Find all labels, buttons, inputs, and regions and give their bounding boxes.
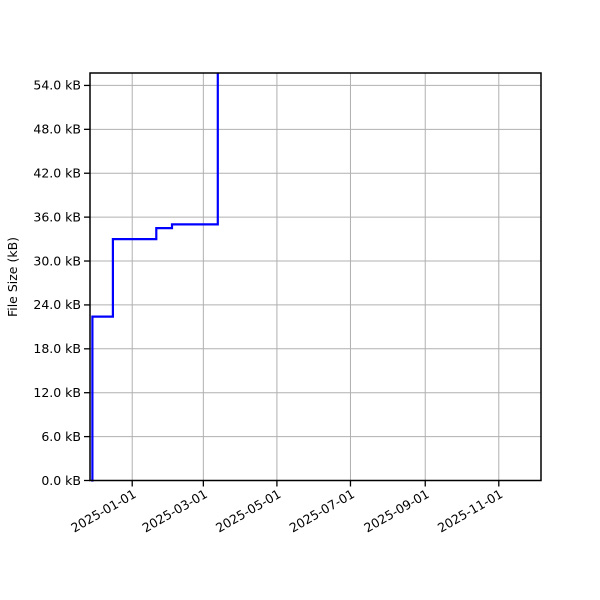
x-tick-label: 2025-11-01 bbox=[435, 486, 505, 535]
y-tick-label: 12.0 kB bbox=[33, 385, 81, 400]
y-tick-label: 30.0 kB bbox=[33, 253, 81, 268]
x-tick-label: 2025-07-01 bbox=[287, 486, 357, 535]
y-tick-label: 48.0 kB bbox=[33, 122, 81, 137]
x-tick-label: 2025-03-01 bbox=[139, 486, 209, 535]
plot-border bbox=[89, 72, 542, 482]
y-tick-label: 42.0 kB bbox=[33, 166, 81, 181]
axes-layer: 0.0 kB 6.0 kB 12.0 kB 18.0 kB 24.0 kB 30.0 kB… bbox=[33, 72, 542, 535]
y-tick-label: 0.0 kB bbox=[41, 473, 81, 488]
x-tick-label: 2025-09-01 bbox=[361, 486, 431, 535]
grid-layer bbox=[90, 73, 541, 481]
y-tick-label: 24.0 kB bbox=[33, 297, 81, 312]
x-tick-label: 2025-01-01 bbox=[68, 486, 138, 535]
y-tick-label: 6.0 kB bbox=[41, 429, 81, 444]
series-layer bbox=[91, 73, 219, 482]
x-tick-label: 2025-05-01 bbox=[213, 486, 283, 535]
y-tick-label: 18.0 kB bbox=[33, 341, 81, 356]
y-axis-label: File Size (kB) bbox=[5, 237, 20, 317]
file-size-line bbox=[91, 73, 219, 482]
y-tick-label: 36.0 kB bbox=[33, 209, 81, 224]
y-tick-label: 54.0 kB bbox=[33, 78, 81, 93]
